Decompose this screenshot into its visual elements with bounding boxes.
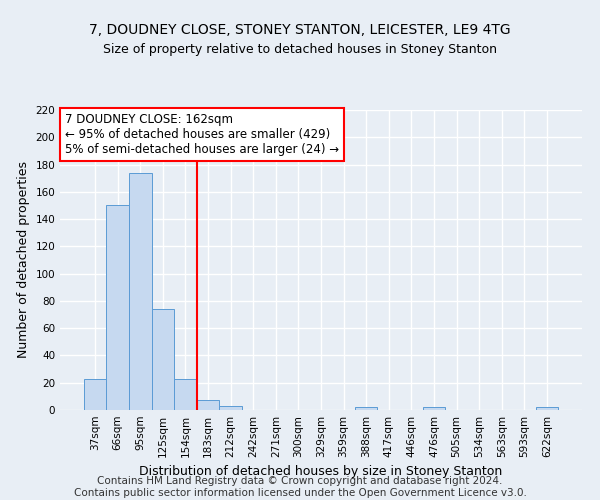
Bar [174,378,197,410]
Bar [422,408,445,410]
Bar [220,406,242,410]
Bar [106,206,129,410]
Bar [84,378,106,410]
Bar [129,172,152,410]
Text: 7 DOUDNEY CLOSE: 162sqm
← 95% of detached houses are smaller (429)
5% of semi-de: 7 DOUDNEY CLOSE: 162sqm ← 95% of detache… [65,113,340,156]
Y-axis label: Number of detached properties: Number of detached properties [17,162,30,358]
Text: 7, DOUDNEY CLOSE, STONEY STANTON, LEICESTER, LE9 4TG: 7, DOUDNEY CLOSE, STONEY STANTON, LEICES… [89,22,511,36]
Text: Contains HM Land Registry data © Crown copyright and database right 2024.
Contai: Contains HM Land Registry data © Crown c… [74,476,526,498]
Bar [197,400,220,410]
Text: Size of property relative to detached houses in Stoney Stanton: Size of property relative to detached ho… [103,42,497,56]
Bar [536,408,558,410]
Bar [355,408,377,410]
Bar [152,309,174,410]
X-axis label: Distribution of detached houses by size in Stoney Stanton: Distribution of detached houses by size … [139,466,503,478]
